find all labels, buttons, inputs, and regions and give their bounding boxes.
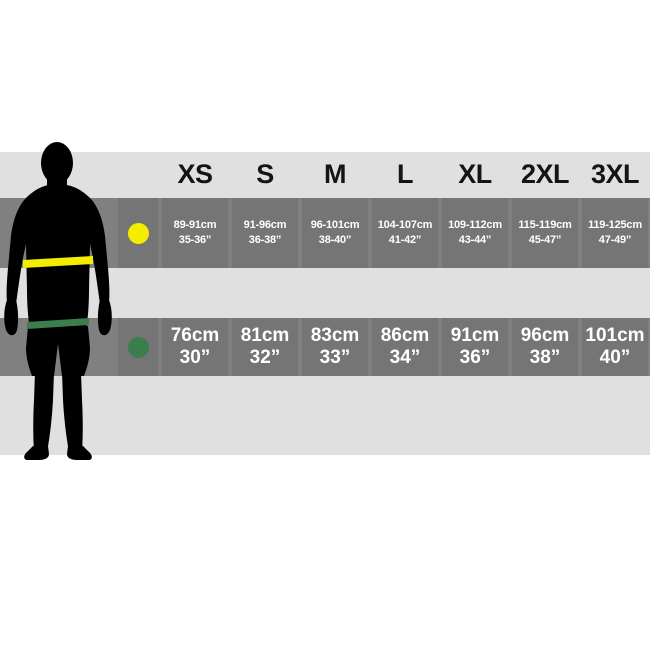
middle-cell-l: [372, 268, 438, 318]
chest-inch-s: 36-38”: [248, 234, 282, 246]
footer-cell-m: [302, 376, 368, 455]
footer-cell-xs: [162, 376, 228, 455]
waist-inch-3xl: 40”: [599, 347, 631, 368]
chest-inch-xl: 43-44”: [458, 234, 492, 246]
chest-cell-xs: 89-91cm 35-36”: [162, 198, 228, 268]
table-column-s[interactable]: S 91-96cm 36-38” 81cm 32”: [232, 152, 298, 455]
silhouette-body: [4, 142, 112, 460]
size-header-2xl: 2XL: [512, 152, 578, 196]
waist-band: [27, 318, 89, 329]
waist-cm-xl: 91cm: [450, 324, 500, 346]
table-column-indicator: [118, 152, 158, 455]
size-header-s: S: [232, 152, 298, 196]
middle-cell-2xl: [512, 268, 578, 318]
size-header-xs: XS: [162, 152, 228, 196]
table-column-m[interactable]: M 96-101cm 38-40” 83cm 33”: [302, 152, 368, 455]
waist-cm-s: 81cm: [240, 324, 290, 346]
waist-inch-l: 34”: [389, 347, 421, 368]
chest-cm-s: 91-96cm: [243, 219, 287, 232]
size-header-l: L: [372, 152, 438, 196]
footer-cell-3xl: [582, 376, 648, 455]
footer-cell-xl: [442, 376, 508, 455]
table-column-xs[interactable]: XS 89-91cm 35-36” 76cm 30”: [162, 152, 228, 455]
size-header-3xl: 3XL: [582, 152, 648, 196]
waist-swatch-icon: [127, 336, 149, 358]
middle-cell-xl: [442, 268, 508, 318]
waist-cell-s: 81cm 32”: [232, 318, 298, 376]
chest-inch-2xl: 45-47”: [528, 234, 562, 246]
size-header-m: M: [302, 152, 368, 196]
chest-cell-m: 96-101cm 38-40”: [302, 198, 368, 268]
waist-cm-2xl: 96cm: [520, 324, 570, 346]
middle-cell-s: [232, 268, 298, 318]
waist-cm-xs: 76cm: [170, 324, 220, 346]
waist-cm-m: 83cm: [310, 324, 360, 346]
waist-cm-l: 86cm: [380, 324, 430, 346]
chest-cell-l: 104-107cm 41-42”: [372, 198, 438, 268]
chest-cm-xl: 109-112cm: [448, 219, 502, 232]
table-column-3xl[interactable]: 3XL 119-125cm 47-49” 101cm 40”: [582, 152, 648, 455]
chest-cm-xs: 89-91cm: [173, 219, 217, 232]
chest-inch-m: 38-40”: [318, 234, 352, 246]
indicator-footer-cell: [118, 376, 158, 455]
chest-inch-l: 41-42”: [388, 234, 422, 246]
waist-inch-s: 32”: [249, 347, 281, 368]
footer-cell-l: [372, 376, 438, 455]
size-header-xl: XL: [442, 152, 508, 196]
chest-cell-s: 91-96cm 36-38”: [232, 198, 298, 268]
waist-inch-xl: 36”: [459, 347, 491, 368]
footer-cell-2xl: [512, 376, 578, 455]
waist-cell-3xl: 101cm 40”: [582, 318, 648, 376]
chest-swatch-icon: [127, 222, 149, 244]
waist-inch-m: 33”: [319, 347, 351, 368]
size-table: XS 89-91cm 35-36” 76cm 30” S 91-96cm 36-…: [118, 152, 650, 455]
chest-cell-xl: 109-112cm 43-44”: [442, 198, 508, 268]
chest-cell-2xl: 115-119cm 45-47”: [512, 198, 578, 268]
chest-cell-3xl: 119-125cm 47-49”: [582, 198, 648, 268]
chest-cm-2xl: 115-119cm: [518, 219, 572, 232]
indicator-header-cell: [118, 152, 158, 196]
chest-indicator-cell: [118, 198, 158, 268]
chest-inch-xs: 35-36”: [178, 234, 212, 246]
footer-cell-s: [232, 376, 298, 455]
waist-cell-xs: 76cm 30”: [162, 318, 228, 376]
chest-cm-3xl: 119-125cm: [588, 219, 642, 232]
waist-cm-3xl: 101cm: [585, 324, 645, 346]
chest-cm-m: 96-101cm: [310, 219, 360, 232]
male-body-silhouette: [0, 140, 120, 460]
waist-cell-m: 83cm 33”: [302, 318, 368, 376]
chest-cm-l: 104-107cm: [377, 219, 433, 232]
table-column-xl[interactable]: XL 109-112cm 43-44” 91cm 36”: [442, 152, 508, 455]
indicator-middle-cell: [118, 268, 158, 318]
waist-inch-2xl: 38”: [529, 347, 561, 368]
waist-indicator-cell: [118, 318, 158, 376]
middle-cell-xs: [162, 268, 228, 318]
waist-inch-xs: 30”: [179, 347, 211, 368]
chest-band: [23, 256, 93, 268]
waist-cell-xl: 91cm 36”: [442, 318, 508, 376]
waist-cell-l: 86cm 34”: [372, 318, 438, 376]
waist-cell-2xl: 96cm 38”: [512, 318, 578, 376]
middle-cell-3xl: [582, 268, 648, 318]
middle-cell-m: [302, 268, 368, 318]
table-column-l[interactable]: L 104-107cm 41-42” 86cm 34”: [372, 152, 438, 455]
chest-inch-3xl: 47-49”: [598, 234, 632, 246]
table-column-2xl[interactable]: 2XL 115-119cm 45-47” 96cm 38”: [512, 152, 578, 455]
